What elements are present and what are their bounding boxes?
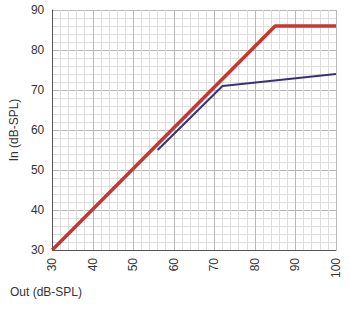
- svg-text:30: 30: [31, 243, 45, 257]
- svg-text:70: 70: [31, 83, 45, 97]
- svg-text:40: 40: [86, 258, 100, 272]
- svg-text:50: 50: [31, 163, 45, 177]
- svg-text:90: 90: [31, 3, 45, 17]
- svg-text:70: 70: [207, 258, 221, 272]
- svg-text:100: 100: [329, 258, 343, 278]
- svg-text:60: 60: [167, 258, 181, 272]
- svg-text:90: 90: [288, 258, 302, 272]
- svg-text:50: 50: [126, 258, 140, 272]
- svg-text:30: 30: [45, 258, 59, 272]
- svg-text:In (dB-SPL): In (dB-SPL): [7, 99, 21, 162]
- svg-text:40: 40: [31, 203, 45, 217]
- svg-text:80: 80: [248, 258, 262, 272]
- svg-text:60: 60: [31, 123, 45, 137]
- svg-text:Out (dB-SPL): Out (dB-SPL): [10, 285, 82, 299]
- svg-text:80: 80: [31, 43, 45, 57]
